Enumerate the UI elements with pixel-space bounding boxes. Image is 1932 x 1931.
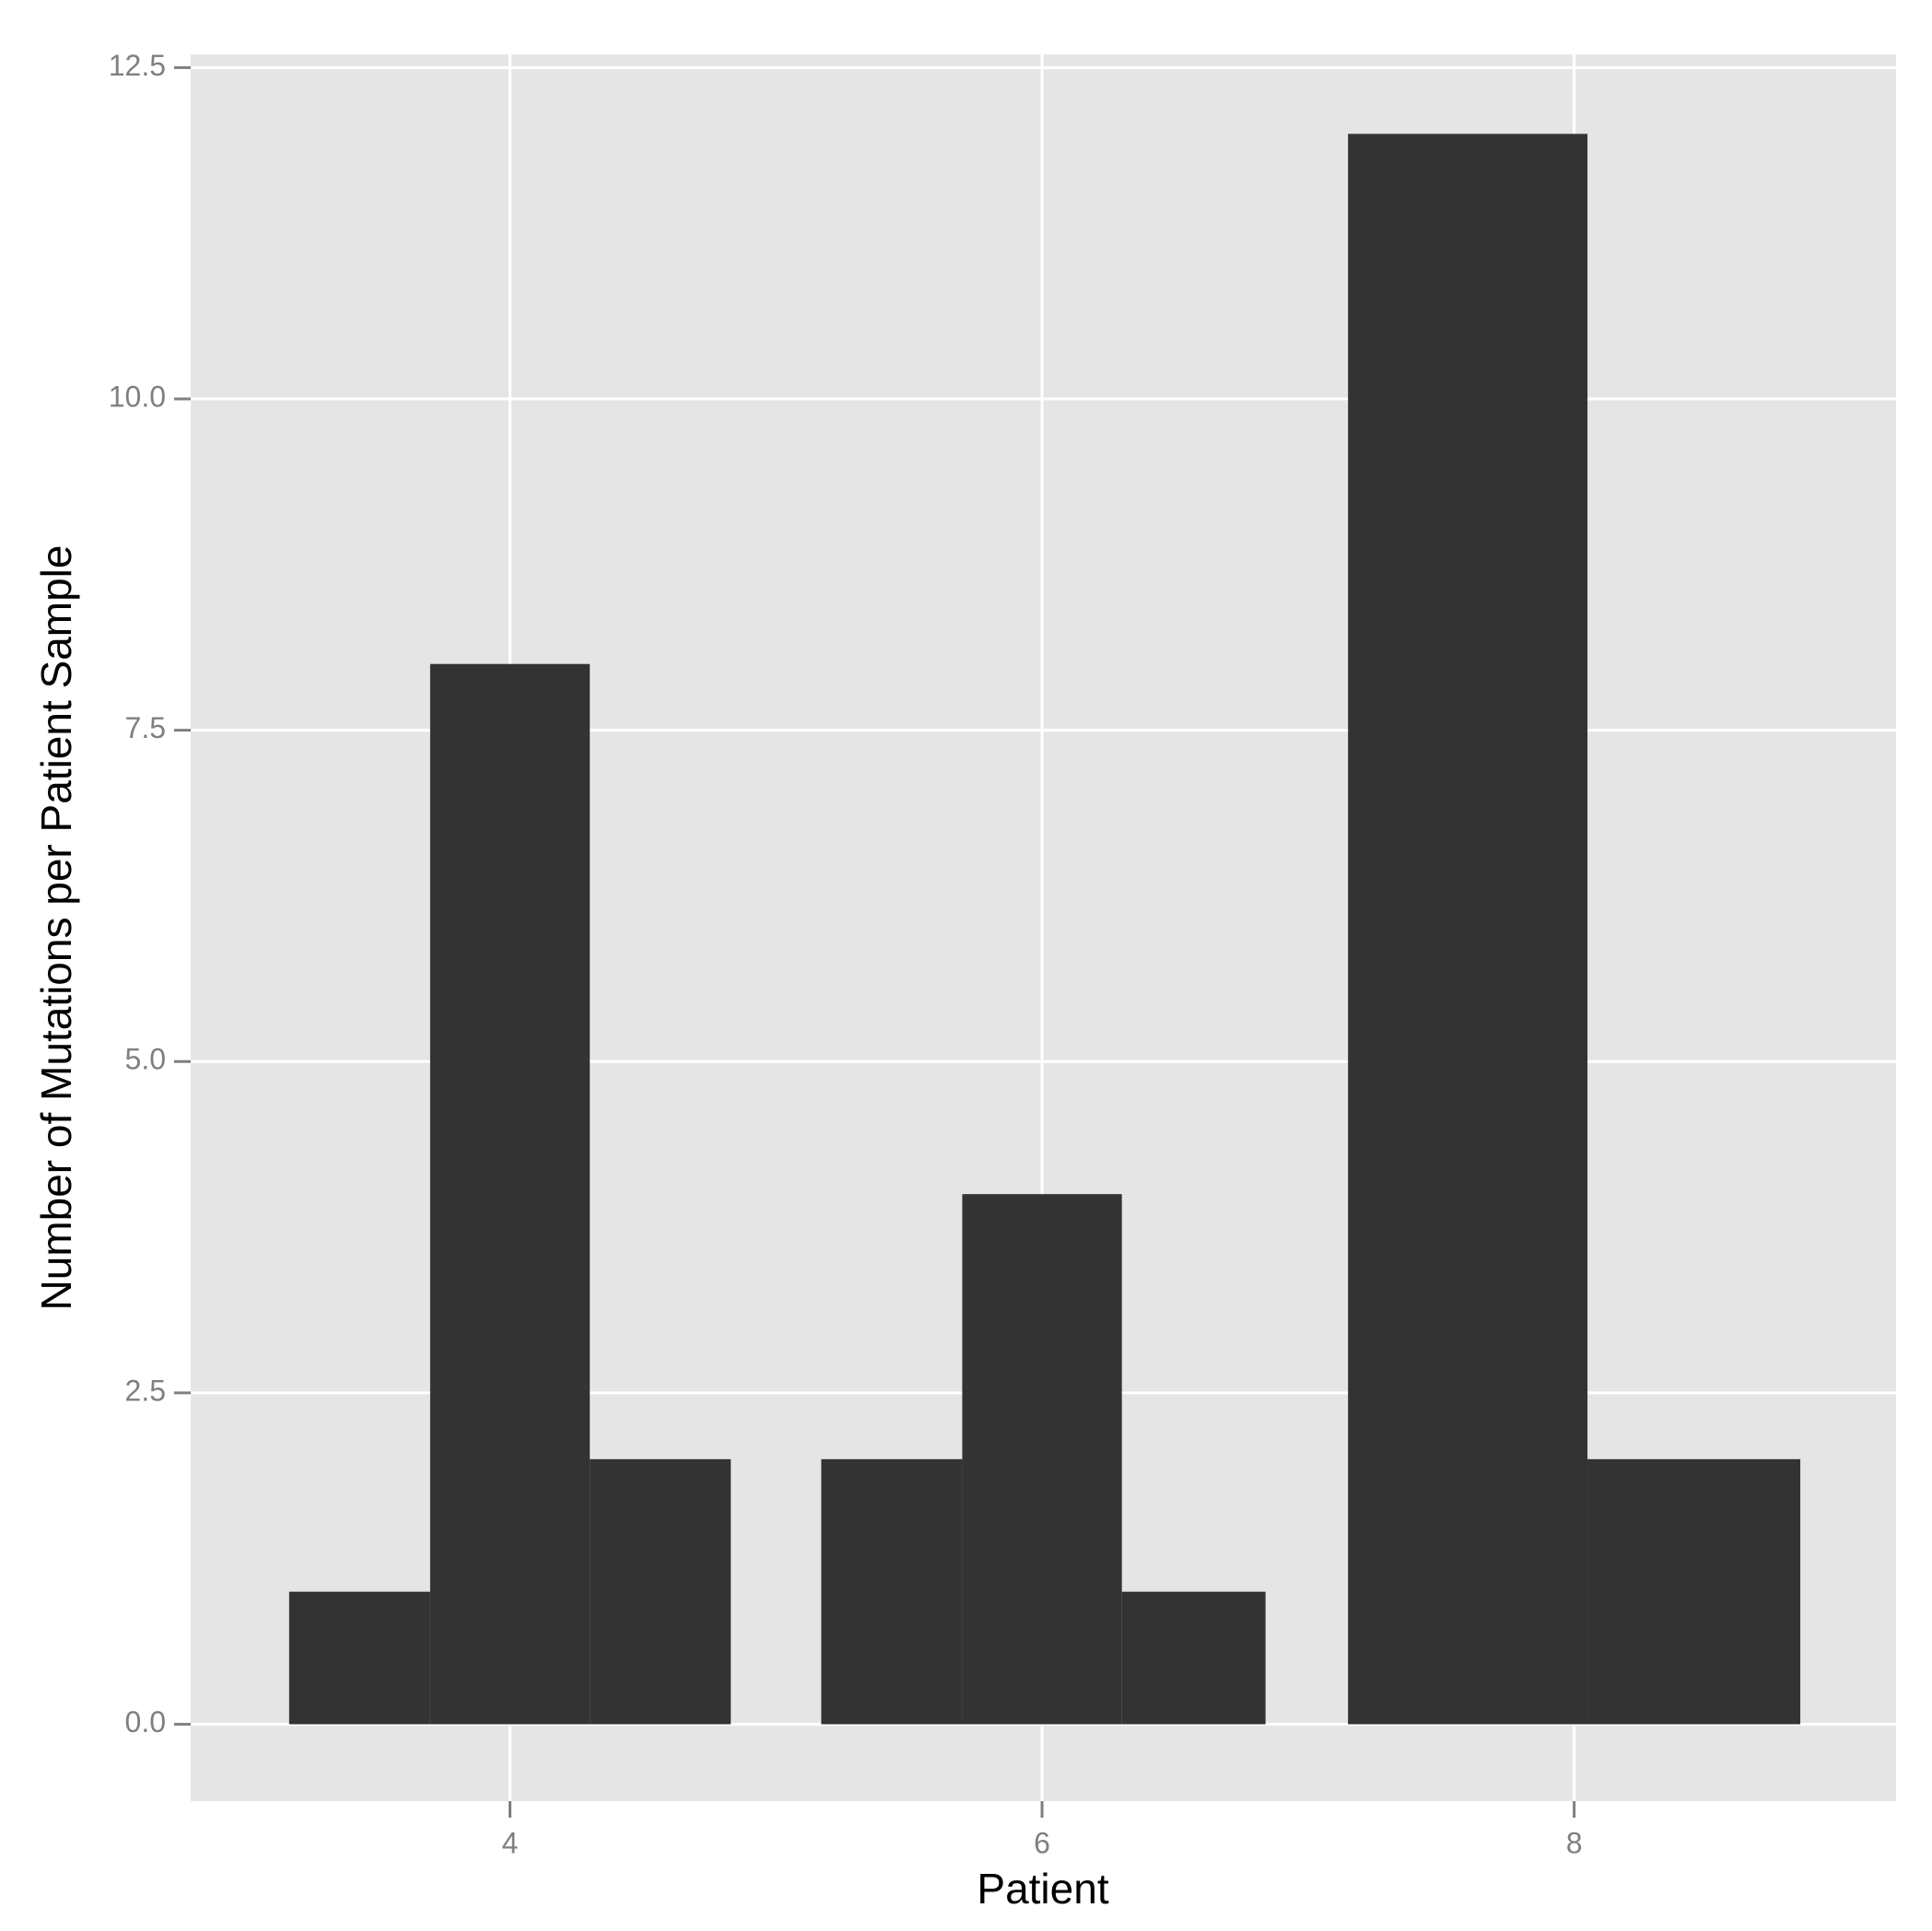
bar [590, 1458, 732, 1725]
y-tick-label: 2.5 [125, 1374, 166, 1407]
y-tick-label: 10.0 [109, 380, 166, 413]
y-axis-title: Number of Mutations per Patient Sample [32, 545, 80, 1311]
x-tick-label: 8 [1566, 1826, 1583, 1859]
y-tick-label: 0.0 [125, 1705, 166, 1738]
y-tick-label: 12.5 [109, 49, 166, 82]
bar [821, 1458, 963, 1725]
x-tick-label: 4 [502, 1826, 519, 1859]
bar [1348, 134, 1588, 1725]
y-tick-label: 5.0 [125, 1043, 166, 1076]
x-axis-title: Patient [977, 1865, 1108, 1913]
y-tick-label: 7.5 [125, 711, 166, 744]
bar [1587, 1458, 1801, 1725]
bar [962, 1194, 1122, 1725]
bar [429, 663, 591, 1725]
bar [1121, 1591, 1266, 1725]
x-tick-label: 6 [1034, 1826, 1050, 1859]
bar [288, 1591, 430, 1725]
